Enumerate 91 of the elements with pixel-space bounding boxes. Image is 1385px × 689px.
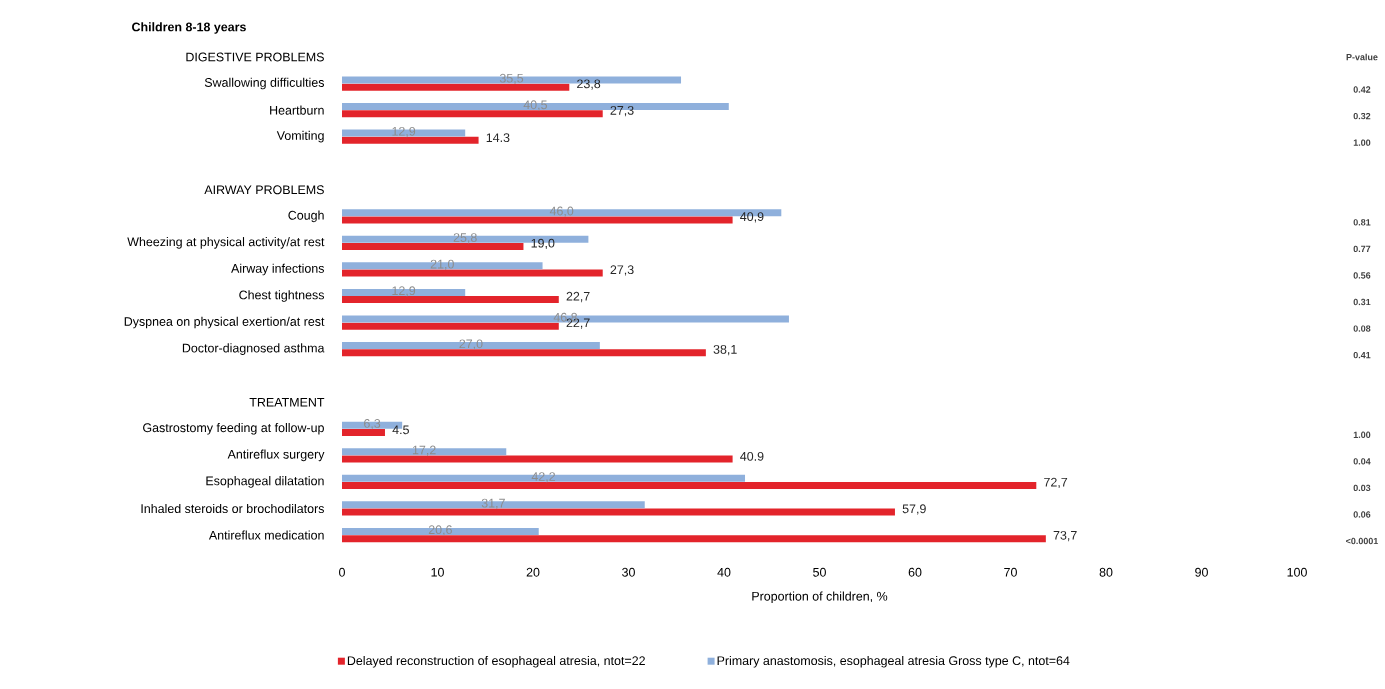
y-tick-label: Heartburn (270, 105, 324, 115)
data-label: 72,7 (1044, 477, 1068, 489)
y-tick-label: AIRWAY PROBLEMS (204, 185, 324, 195)
bar (342, 455, 733, 463)
x-axis-title: Proportion of children, % (752, 591, 888, 604)
x-tick-label: 100 (1287, 567, 1307, 577)
bar (342, 535, 1046, 543)
data-label: 23,8 (577, 79, 601, 90)
data-label: 46,0 (549, 206, 574, 217)
legend-label: Primary anastomosis, esophageal atresia Gross type C, ntot=64 (717, 655, 1070, 668)
data-label: 6,3 (364, 419, 381, 430)
y-tick-label: Cough (288, 210, 324, 223)
text: 0.42 (1353, 86, 1371, 93)
y-tick-label: Inhaled steroids or brochodilators (141, 503, 324, 514)
data-label: 35,5 (499, 73, 524, 85)
data-label: 4.5 (392, 425, 409, 435)
bar (342, 269, 603, 277)
bar (342, 129, 466, 137)
data-label: 31,7 (481, 498, 505, 510)
text: 0.32 (1353, 112, 1371, 120)
bar (342, 428, 385, 436)
bar (342, 288, 466, 296)
data-label: 25,8 (453, 233, 477, 244)
y-tick-label: Chest tightness (239, 290, 325, 302)
data-label: 12,9 (392, 126, 416, 138)
x-tick-label: 10 (431, 567, 444, 577)
text: <0.0001 (1346, 537, 1379, 545)
y-tick-label: Doctor-diagnosed asthma (182, 343, 325, 355)
text: 1.00 (1353, 139, 1371, 146)
data-label: 27,0 (459, 339, 483, 350)
bar (342, 216, 733, 224)
text: Children 8-18 years (132, 22, 246, 34)
bar (342, 110, 603, 118)
x-tick-label: 20 (526, 567, 540, 577)
data-label: 14.3 (486, 133, 510, 143)
text: 1.00 (1353, 431, 1371, 438)
y-tick-label: Gastrostomy feeding at follow-up (143, 422, 324, 435)
bar (342, 242, 524, 250)
text: 0.41 (1353, 351, 1371, 359)
x-tick-label: 0 (339, 567, 345, 577)
bar (342, 508, 895, 516)
text: 0.03 (1353, 484, 1371, 492)
y-tick-label: Swallowing difficulties (204, 77, 325, 90)
bar (342, 322, 559, 330)
x-tick-label: 30 (622, 567, 635, 577)
data-label: 21,0 (430, 259, 454, 270)
bar (342, 349, 706, 357)
x-tick-label: 60 (908, 567, 922, 577)
data-label: 42,2 (531, 472, 555, 483)
x-tick-label: 70 (1004, 567, 1017, 577)
y-tick-label: Airway infections (231, 263, 325, 276)
data-label: 40,9 (740, 212, 764, 223)
text: P-value (1346, 53, 1378, 61)
x-tick-label: 40 (717, 567, 731, 577)
y-tick-label: Wheezing at physical activity/at rest (127, 237, 325, 249)
text: 0.06 (1353, 511, 1371, 518)
y-tick-label: Dyspnea on physical exertion/at rest (124, 316, 325, 329)
x-tick-label: 90 (1195, 567, 1208, 577)
data-label: 73,7 (1053, 530, 1077, 542)
data-label: 12,9 (392, 286, 416, 297)
y-tick-label: Vomiting (276, 130, 324, 143)
text: 0.81 (1353, 219, 1371, 226)
bar (342, 296, 559, 304)
bar (342, 474, 746, 482)
text: 0.56 (1353, 272, 1371, 279)
text: 0.04 (1353, 458, 1371, 465)
y-tick-label: Antireflux medication (208, 530, 324, 540)
text: 0.31 (1353, 298, 1371, 306)
x-tick-label: 80 (1099, 567, 1113, 577)
x-tick-label: 50 (813, 567, 826, 577)
legend-label: Delayed reconstruction of esophageal atresia, ntot=22 (347, 655, 645, 668)
data-label: 57,9 (902, 504, 926, 515)
data-label: 22,7 (566, 291, 590, 303)
data-label: 17,2 (412, 445, 436, 456)
y-tick-label: TREATMENT (249, 397, 325, 407)
data-label: 38,1 (713, 344, 737, 356)
y-tick-label: Esophageal dilatation (206, 476, 324, 488)
text: 0.77 (1353, 245, 1371, 253)
data-label: 19,0 (531, 238, 555, 250)
bar (342, 482, 1037, 490)
y-tick-label: DIGESTIVE PROBLEMS (186, 52, 324, 62)
bar (342, 527, 539, 535)
y-tick-label: Antireflux surgery (227, 449, 325, 462)
data-label: 27,3 (610, 105, 634, 117)
bar (342, 83, 570, 91)
data-label: 27,3 (610, 265, 634, 276)
data-label: 40,5 (523, 100, 547, 111)
bar (342, 136, 479, 144)
data-label: 20,6 (428, 525, 452, 536)
text: 0.08 (1353, 325, 1371, 332)
data-label: 40.9 (740, 451, 764, 461)
